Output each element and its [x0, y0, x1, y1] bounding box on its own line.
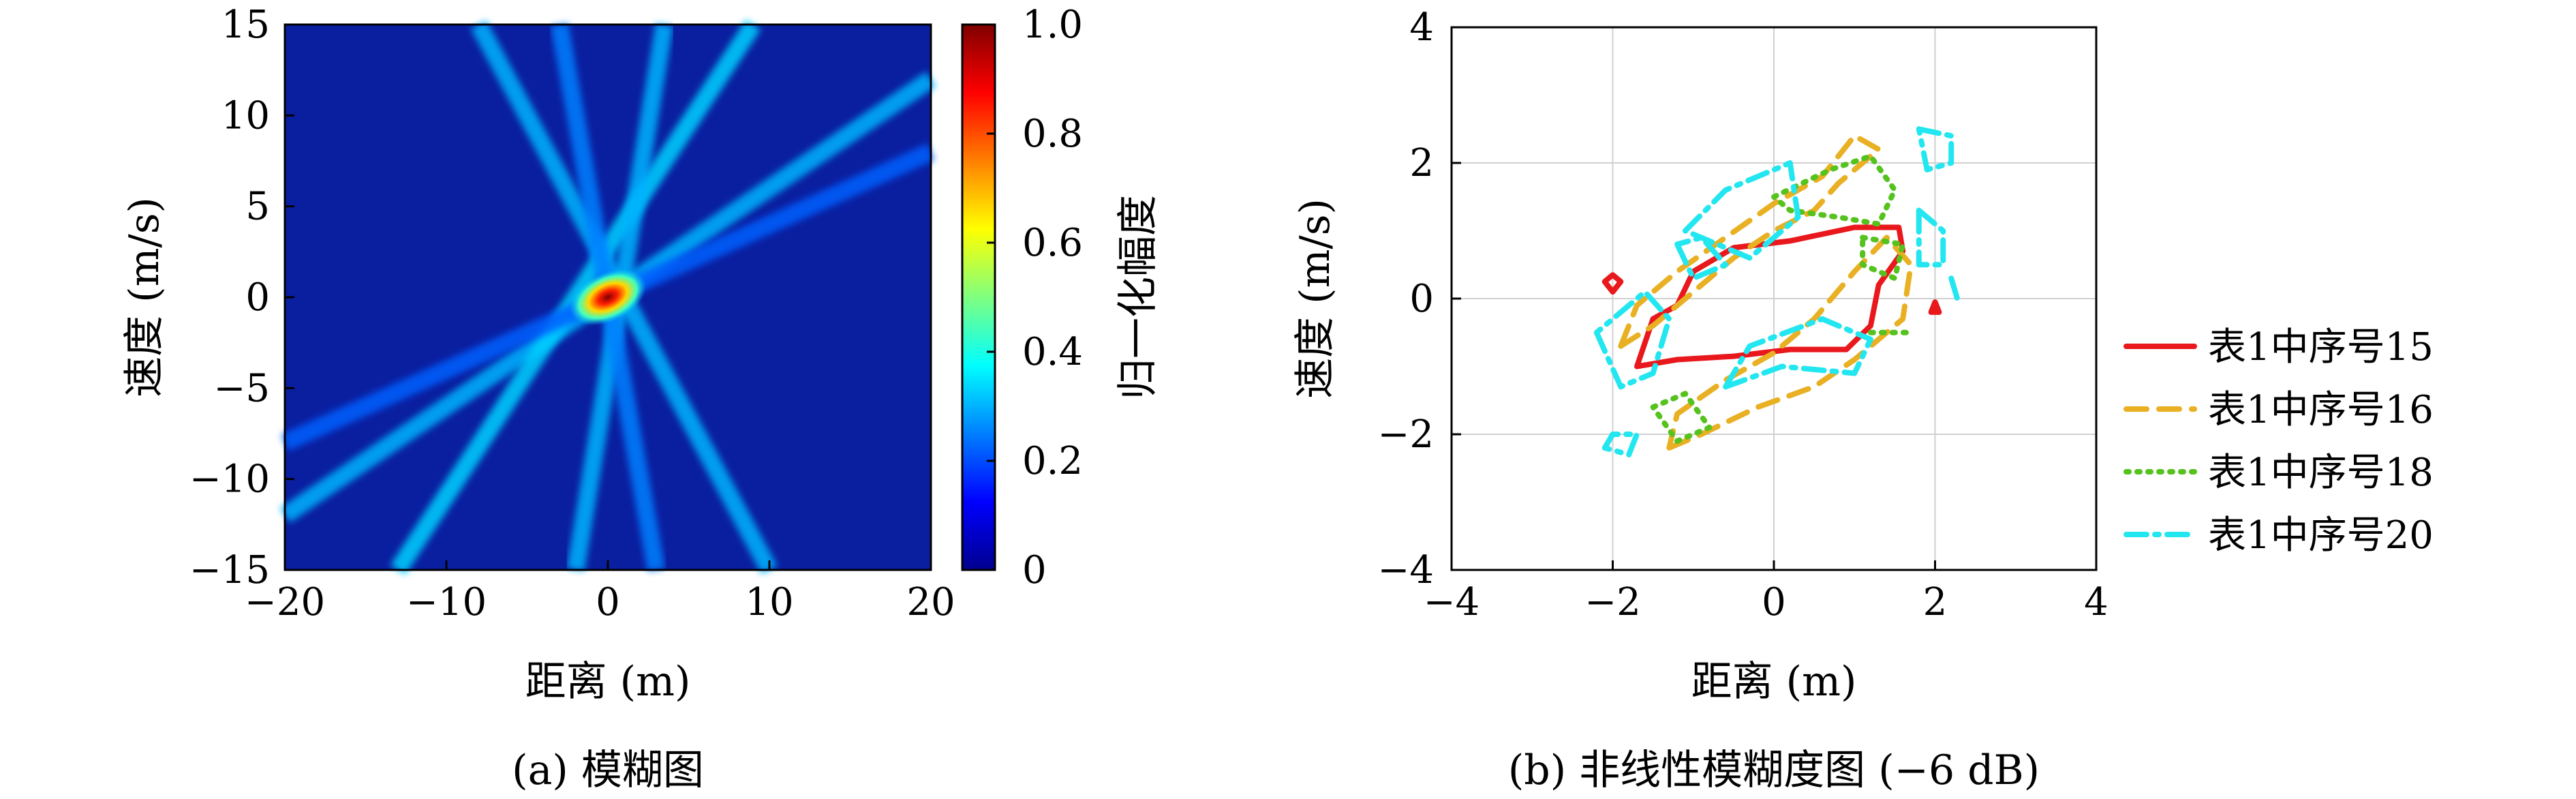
heatmap-ytick-label: 15: [221, 3, 270, 47]
colorbar-tick-label: 0: [1022, 548, 1047, 592]
contour-xlabel: 距离 (m): [1691, 658, 1857, 706]
caption-a: (a) 模糊图: [512, 747, 704, 794]
heatmap-peak-mark: [569, 269, 647, 326]
series-3: [1593, 126, 1962, 457]
contour-xtick-label: 2: [1923, 580, 1948, 624]
colorbar-label: 归一化幅度: [1114, 195, 1162, 400]
heatmap-ytick-label: 10: [221, 93, 270, 138]
panel-a-ambiguity-map: −20 −10 0 10 20 15 10 5 0 −5 −10 −15 距离 (m) 速度 (m/s…: [121, 3, 1162, 794]
legend-label-2: 表1中序号18: [2208, 451, 2434, 495]
series-0: [1601, 224, 1942, 370]
series-3-contour-6: [1674, 235, 1729, 282]
series-2-contour-2: [1650, 391, 1713, 444]
series-3-contour-7: [1948, 275, 1962, 308]
contour-ytick-label: −4: [1377, 548, 1434, 592]
contour-ytick-label: −2: [1377, 412, 1434, 457]
contour-series: [1593, 126, 1962, 457]
contour-ytick-label: 2: [1409, 141, 1434, 185]
contour-ytick-label: 4: [1409, 5, 1434, 50]
contour-grid: [1452, 27, 2096, 570]
series-0-contour-0: [1634, 224, 1906, 370]
series-1-contour-0: [1618, 133, 1882, 349]
heatmap-xtick-label: 20: [906, 580, 955, 624]
colorbar-tick-label: 1.0: [1022, 3, 1083, 47]
contour-xtick-label: 0: [1762, 580, 1786, 624]
series-3-contour-2: [1593, 289, 1672, 390]
heatmap-ytick-label: 5: [245, 185, 270, 229]
contour-ylabel: 速度 (m/s): [1291, 198, 1339, 399]
legend: 表1中序号15 表1中序号16 表1中序号18 表1中序号20: [2123, 325, 2434, 558]
caption-b: (b) 非线性模糊度图 (−6 dB): [1508, 747, 2040, 794]
heatmap-xtick-label: 10: [745, 580, 793, 624]
legend-label-1: 表1中序号16: [2208, 388, 2434, 432]
legend-label-3: 表1中序号20: [2208, 513, 2434, 558]
heatmap-ticks: −20 −10 0 10 20 15 10 5 0 −5 −10 −15: [189, 3, 955, 624]
contour-xtick-label: −2: [1584, 580, 1641, 624]
series-2-contour-1: [1860, 235, 1906, 282]
colorbar-tick-label: 0.8: [1022, 112, 1083, 156]
contour-xtick-label: −4: [1424, 580, 1480, 624]
heatmap-xtick-label: −10: [406, 580, 487, 624]
heatmap-xtick-label: −20: [245, 580, 325, 624]
series-3-contour-1: [1601, 432, 1640, 457]
colorbar-tick-label: 0.6: [1022, 221, 1083, 265]
series-3-contour-5: [1916, 207, 1946, 268]
series-3-contour-4: [1723, 316, 1873, 390]
heatmap-peak: [569, 269, 647, 326]
heatmap-xlabel: 距离 (m): [525, 658, 691, 706]
series-3-contour-0: [1916, 126, 1954, 172]
heatmap-xtick-label: 0: [596, 580, 620, 624]
series-0-contour-2: [1928, 299, 1942, 315]
contour-xtick-label: 4: [2084, 580, 2109, 624]
contour-ticks: −4 −2 0 2 4 4 2 0 −2 −4: [1377, 5, 2108, 624]
heatmap-ytick-label: −10: [189, 457, 270, 502]
heatmap-ytick-label: −5: [213, 366, 270, 410]
heatmap-ytick-label: 0: [245, 275, 270, 320]
colorbar-tick-label: 0.4: [1022, 330, 1083, 374]
contour-ytick-label: 0: [1409, 277, 1434, 321]
colorbar-ticks: 1.0 0.8 0.6 0.4 0.2 0: [987, 3, 1083, 592]
colorbar-tick-label: 0.2: [1022, 439, 1083, 483]
legend-label-0: 表1中序号15: [2208, 325, 2434, 370]
colorbar: [961, 23, 996, 571]
heatmap-ytick-label: −15: [189, 548, 270, 592]
heatmap-ylabel: 速度 (m/s): [121, 197, 168, 397]
series-0-contour-1: [1601, 272, 1624, 295]
series-3-contour-3: [1682, 160, 1801, 261]
